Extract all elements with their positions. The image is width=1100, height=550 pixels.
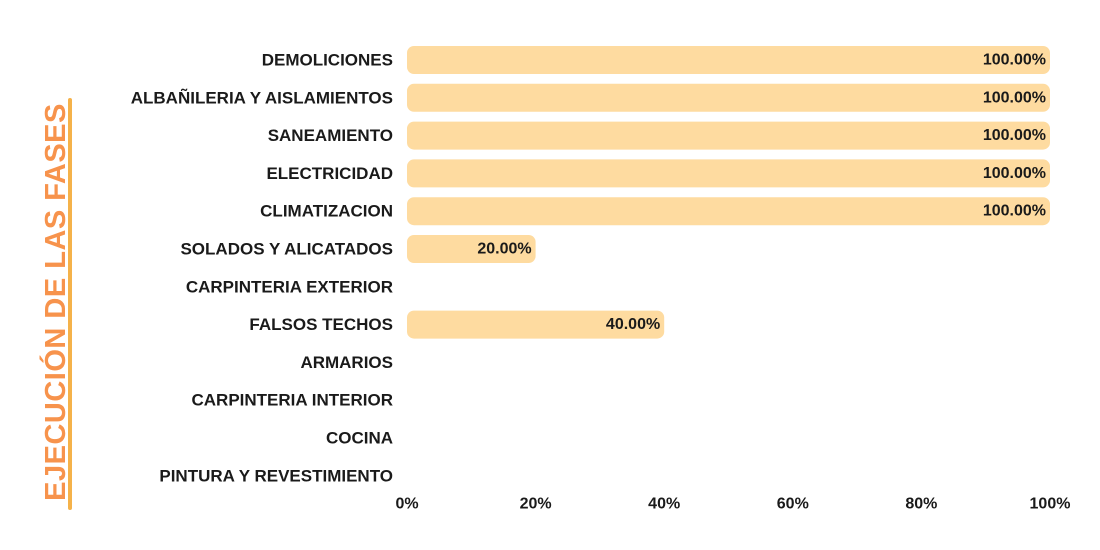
data-label-saneamiento: 100.00%: [983, 127, 1046, 144]
data-labels-group: 100.00% 100.00% 100.00% 100.00% 100.00% 20.00…: [477, 52, 1046, 334]
side-title-accent-bar: [68, 98, 72, 510]
bars-group: [407, 46, 1050, 339]
category-label-carpinteria-exterior: CARPINTERIA EXTERIOR: [186, 277, 393, 296]
data-label-solados-y-alicatados: 20.00%: [477, 241, 531, 258]
category-label-carpinteria-interior: CARPINTERIA INTERIOR: [192, 391, 394, 410]
x-tick-label: 40%: [648, 496, 680, 513]
bar-solados-y-alicatados: [407, 235, 536, 263]
category-labels-group: DEMOLICIONES ALBAÑILERIA Y AISLAMIENTOS SA…: [131, 51, 393, 486]
x-tick-label: 100%: [1030, 496, 1071, 513]
x-tick-label: 60%: [777, 496, 809, 513]
category-label-demoliciones: DEMOLICIONES: [262, 51, 393, 70]
chart-side-title: EJECUCIÓN DE LAS FASES: [38, 103, 72, 501]
category-label-pintura-y-revestimiento: PINTURA Y REVESTIMIENTO: [159, 466, 393, 485]
data-label-falsos-techos: 40.00%: [606, 316, 660, 333]
bar-electricidad: [407, 159, 1050, 188]
category-label-armarios: ARMARIOS: [300, 353, 393, 372]
category-label-cocina: COCINA: [326, 429, 393, 448]
bar-albanileria-y-aislamientos: [407, 83, 1050, 112]
category-label-saneamiento: SANEAMIENTO: [268, 126, 393, 145]
data-label-albanileria-y-aislamientos: 100.00%: [983, 89, 1046, 106]
x-tick-label: 0%: [395, 496, 418, 513]
category-label-solados-y-alicatados: SOLADOS Y ALICATADOS: [180, 240, 393, 259]
x-axis-ticks-group: 0% 20% 40% 60% 80% 100%: [395, 496, 1070, 513]
category-label-electricidad: ELECTRICIDAD: [266, 164, 393, 183]
category-label-falsos-techos: FALSOS TECHOS: [249, 315, 393, 334]
bar-climatizacion: [407, 197, 1050, 226]
x-tick-label: 80%: [905, 496, 937, 513]
bar-demoliciones: [407, 46, 1050, 74]
side-title-group: EJECUCIÓN DE LAS FASES: [38, 98, 72, 510]
x-tick-label: 20%: [520, 496, 552, 513]
bar-saneamiento: [407, 121, 1050, 150]
data-label-electricidad: 100.00%: [983, 165, 1046, 182]
data-label-demoliciones: 100.00%: [983, 52, 1046, 69]
category-label-climatizacion: CLIMATIZACION: [260, 202, 393, 221]
bar-falsos-techos: [407, 310, 665, 339]
category-label-albanileria-y-aislamientos: ALBAÑILERIA Y AISLAMIENTOS: [131, 87, 393, 107]
data-label-climatizacion: 100.00%: [983, 203, 1046, 220]
